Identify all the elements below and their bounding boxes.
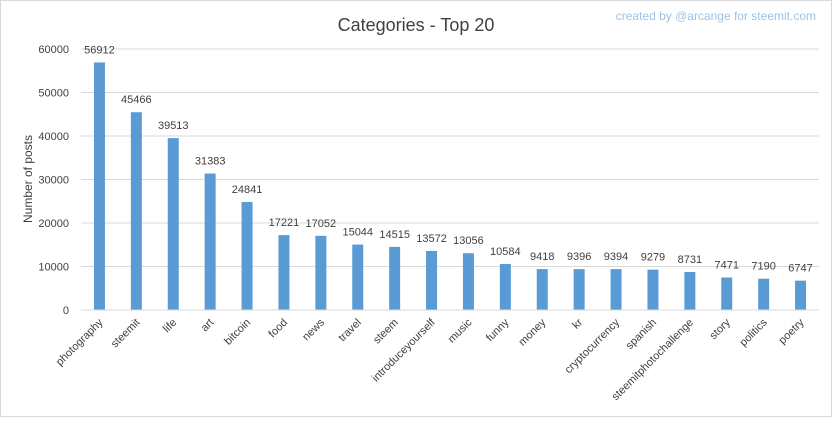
bar — [93, 62, 105, 310]
y-tick-label: 30000 — [38, 175, 69, 187]
y-tick-label: 10000 — [38, 262, 69, 274]
data-label: 9418 — [530, 251, 554, 263]
bars — [93, 62, 807, 310]
y-tick-label: 60000 — [38, 44, 69, 56]
x-tick-label: story — [708, 316, 734, 342]
data-label: 31383 — [195, 155, 226, 167]
y-tick-label: 40000 — [38, 131, 69, 143]
y-tick-label: 50000 — [38, 88, 69, 100]
data-label: 7190 — [751, 261, 775, 273]
x-tick-label: poetry — [777, 316, 807, 346]
data-label: 56912 — [84, 44, 115, 56]
bar — [573, 269, 585, 310]
data-labels: 56912 45466 39513 31383 24841 17221 17052 15044… — [84, 44, 813, 274]
chart-title: Categories - Top 20 — [338, 15, 495, 35]
x-tick-label: food — [266, 317, 290, 341]
y-axis-ticks: 0 10000 20000 30000 40000 50000 60000 — [38, 44, 69, 317]
data-label: 7471 — [715, 260, 739, 272]
data-label: 10584 — [490, 246, 521, 258]
data-label: 13056 — [453, 235, 484, 247]
bar — [352, 244, 364, 310]
x-tick-label: steemit — [109, 317, 143, 351]
bar — [610, 269, 622, 310]
bar — [426, 250, 438, 310]
bar — [758, 278, 770, 310]
data-label: 13572 — [416, 233, 447, 245]
bar — [536, 269, 548, 310]
x-tick-label: art — [199, 317, 217, 335]
bar — [795, 280, 807, 310]
data-label: 39513 — [158, 120, 189, 132]
x-tick-label: life — [161, 317, 179, 335]
data-label: 24841 — [232, 184, 263, 196]
x-tick-label: news — [300, 316, 327, 343]
x-tick-label: introduceyourself — [370, 316, 438, 384]
bar — [389, 246, 401, 310]
x-tick-label: travel — [336, 317, 364, 345]
data-label: 9279 — [641, 252, 665, 264]
bar — [462, 253, 474, 310]
data-label: 17052 — [306, 218, 337, 230]
data-label: 45466 — [121, 94, 152, 106]
data-label: 14515 — [379, 229, 410, 241]
bar — [721, 277, 733, 310]
bar — [278, 235, 290, 310]
credit-text: created by @arcange for steemit.com — [616, 9, 816, 23]
data-label: 9394 — [604, 251, 628, 263]
x-tick-label: kr — [570, 316, 585, 331]
x-tick-label: photography — [54, 316, 106, 368]
bar — [241, 201, 253, 310]
data-label: 8731 — [678, 254, 702, 266]
x-tick-label: money — [517, 316, 549, 348]
x-tick-label: spanish — [624, 317, 659, 352]
bar — [499, 263, 511, 310]
data-label: 9396 — [567, 251, 591, 263]
gridlines — [81, 48, 819, 267]
bar — [204, 173, 216, 310]
x-tick-label: bitcoin — [222, 317, 253, 348]
y-tick-label: 20000 — [38, 218, 69, 230]
bar — [130, 112, 142, 310]
x-tick-label: steem — [371, 317, 401, 347]
bar — [167, 138, 179, 310]
y-axis-label: Number of posts — [21, 135, 35, 223]
x-axis-ticks: photography steemit life art bitcoin food news… — [54, 316, 807, 403]
bar — [647, 269, 659, 310]
bar — [315, 235, 327, 310]
y-tick-label: 0 — [63, 305, 69, 317]
x-tick-label: politics — [738, 316, 771, 349]
bar — [684, 272, 696, 310]
data-label: 15044 — [342, 227, 373, 239]
data-label: 17221 — [269, 217, 300, 229]
x-tick-label: funny — [484, 316, 512, 344]
data-label: 6747 — [788, 263, 812, 275]
x-tick-label: music — [446, 316, 475, 345]
